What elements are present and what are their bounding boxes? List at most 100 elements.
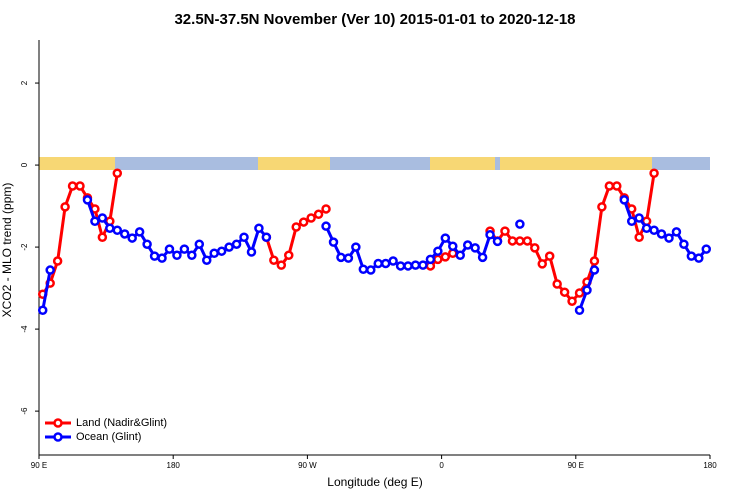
data-point: [507, 236, 518, 246]
data-point: [656, 229, 667, 239]
data-point: [142, 239, 152, 249]
data-point: [246, 247, 257, 257]
data-point: [291, 222, 301, 232]
data-point: [641, 223, 652, 233]
x-tick-label: 90 W: [298, 461, 317, 470]
data-point: [492, 236, 503, 247]
data-point: [358, 264, 369, 274]
data-point: [440, 233, 451, 243]
data-point: [366, 265, 376, 275]
data-point: [97, 232, 108, 242]
data-point: [515, 236, 525, 246]
x-tick-label: 180: [167, 461, 181, 470]
data-point: [269, 255, 279, 265]
data-point: [477, 252, 488, 263]
data-point: [388, 256, 398, 266]
data-point: [395, 261, 406, 271]
data-point: [157, 253, 167, 263]
data-point: [589, 256, 600, 266]
data-point: [216, 246, 227, 256]
data-point: [410, 260, 421, 270]
data-point: [515, 219, 525, 229]
legend-label: Ocean (Glint): [76, 431, 141, 443]
data-point: [112, 225, 123, 236]
data-point: [187, 250, 197, 261]
data-point: [202, 255, 212, 265]
y-tick-label: -4: [20, 325, 29, 333]
data-point: [544, 251, 555, 261]
data-point: [634, 213, 644, 223]
map-strip: [39, 157, 710, 170]
data-point: [500, 226, 510, 236]
data-point: [82, 195, 93, 205]
data-point: [574, 305, 585, 315]
data-point: [224, 242, 234, 252]
data-point: [582, 285, 592, 295]
data-point: [433, 254, 443, 265]
data-point: [119, 229, 130, 239]
data-point: [75, 181, 85, 191]
data-point: [462, 240, 473, 250]
data-point: [470, 243, 480, 253]
data-point: [149, 251, 160, 261]
data-point: [485, 230, 495, 240]
data-point: [321, 221, 331, 231]
data-point: [448, 241, 458, 252]
data-point: [127, 233, 137, 243]
data-point: [90, 216, 100, 227]
legend-marker: [53, 418, 63, 428]
data-point: [589, 265, 600, 275]
x-tick-label: 90 E: [568, 461, 584, 470]
data-point: [45, 265, 55, 275]
legend-marker: [53, 432, 63, 442]
data-point: [694, 253, 704, 263]
data-point: [52, 256, 63, 266]
data-point: [537, 259, 547, 269]
data-point: [343, 253, 354, 263]
data-point: [336, 252, 346, 263]
data-point: [559, 287, 570, 297]
data-point: [679, 239, 689, 249]
data-point: [552, 279, 562, 289]
data-point: [164, 244, 175, 254]
data-point: [664, 233, 674, 243]
data-point: [626, 216, 637, 227]
data-point: [239, 232, 249, 242]
data-point: [254, 223, 264, 233]
data-point: [37, 305, 48, 315]
data-point: [97, 213, 108, 223]
data-point: [403, 261, 413, 271]
data-point: [351, 242, 361, 252]
data-point: [179, 244, 190, 254]
data-point: [321, 204, 331, 214]
x-axis-label: Longitude (deg E): [327, 475, 422, 489]
data-point: [649, 225, 659, 236]
data-point: [313, 209, 324, 220]
data-point: [209, 248, 219, 258]
data-point: [172, 250, 182, 261]
data-point: [112, 168, 123, 179]
data-point: [574, 288, 585, 298]
y-tick-label: 0: [20, 162, 29, 167]
data-point: [134, 227, 145, 237]
legend-label: Land (Nadir&Glint): [76, 417, 167, 429]
data-point: [522, 236, 533, 246]
data-point: [261, 232, 272, 242]
data-point: [105, 223, 115, 233]
data-point: [619, 195, 630, 205]
data-point: [425, 254, 436, 265]
data-point: [60, 202, 70, 212]
data-point: [194, 239, 205, 249]
chart-title: 32.5N-37.5N November (Ver 10) 2015-01-01…: [174, 11, 575, 28]
data-point: [597, 202, 607, 212]
data-point: [530, 243, 540, 253]
data-point: [284, 250, 294, 261]
data-point: [418, 260, 428, 270]
x-tick-label: 0: [439, 461, 444, 470]
data-point: [567, 296, 577, 306]
data-point: [67, 181, 78, 191]
series-line: [41, 199, 708, 311]
data-point: [276, 260, 287, 270]
x-tick-label: 180: [703, 461, 717, 470]
